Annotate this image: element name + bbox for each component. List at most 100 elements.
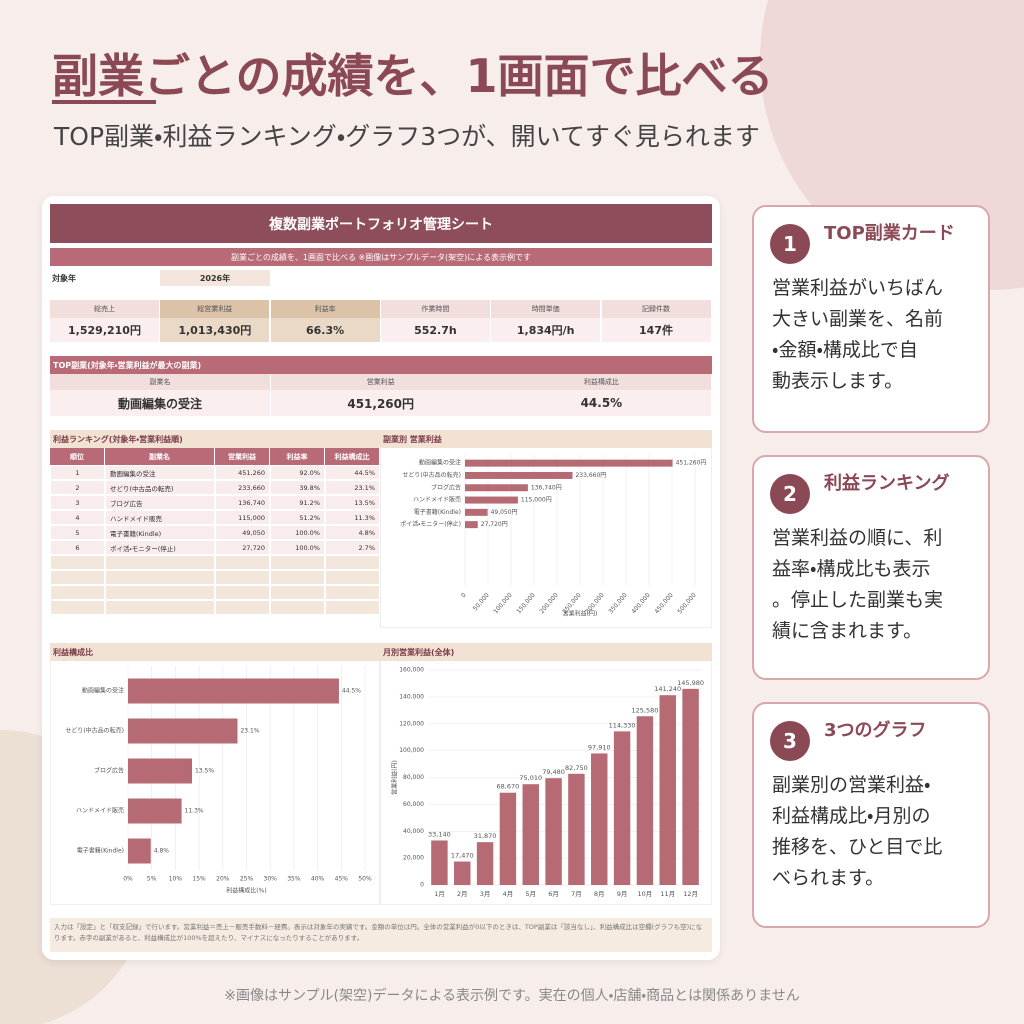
value-label: 17,470 <box>451 852 474 860</box>
ranking-empty-cell <box>325 570 380 585</box>
year-value: 2026年 <box>160 270 270 286</box>
y-tick-label: 60,000 <box>403 801 424 808</box>
kpi-value: 147件 <box>601 318 711 342</box>
ranking-empty-cell <box>105 600 215 615</box>
category-label: 電子書籍(Kindle) <box>77 847 124 855</box>
value-label: 4.8% <box>154 848 170 855</box>
card-body-line: ・金額・構成比で自 <box>772 339 918 361</box>
x-tick-label: 2月 <box>457 890 468 898</box>
bar <box>465 521 478 529</box>
x-tick-label: 45% <box>335 876 349 883</box>
kpi-label: 時間単価 <box>491 300 601 318</box>
value-label: 114,330 <box>609 721 636 729</box>
x-tick-label: 50% <box>358 876 372 883</box>
x-tick-label: 3月 <box>480 890 491 898</box>
bar <box>465 471 573 479</box>
card-body-line: 。停止した副業も実 <box>772 589 944 611</box>
ranking-cell: せどり(中古品の転売) <box>105 480 215 495</box>
ranking-empty-cell <box>105 585 215 600</box>
bar <box>431 840 448 885</box>
chart-title: 副業別 営業利益 <box>380 430 712 448</box>
x-tick-label: 9月 <box>617 890 628 898</box>
bar <box>465 459 673 467</box>
bar <box>499 792 517 885</box>
ranking-cell: 4.8% <box>325 525 380 540</box>
value-label: 68,670 <box>497 783 520 791</box>
ranking-cell: ポイ活・モニター(停止) <box>105 540 215 555</box>
ranking-title: 利益ランキング(対象年・営業利益順) <box>50 430 380 448</box>
kpi-value: 552.7h <box>380 318 490 342</box>
category-label: せどり(中古品の転売) <box>402 471 461 479</box>
ranking-cell: 動画編集の受注 <box>105 465 215 480</box>
ranking-cell: 3 <box>50 495 105 510</box>
top-header: 利益構成比 <box>491 374 712 390</box>
ranking-empty-cell <box>50 585 105 600</box>
ranking-cell: 23.1% <box>325 480 380 495</box>
value-label: 49,050円 <box>491 509 518 516</box>
category-label: 動画編集の受注 <box>419 459 461 467</box>
kpi-label: 総営業利益 <box>160 300 270 318</box>
ranking-cell: 2 <box>50 480 105 495</box>
category-label: ブログ広告 <box>94 767 124 775</box>
value-label: 233,660円 <box>575 472 606 479</box>
category-label: 電子書籍(Kindle) <box>414 508 461 516</box>
y-axis-title: 営業利益(円) <box>391 760 399 795</box>
ranking-empty-cell <box>270 600 325 615</box>
sheet-subtitle: 副業ごとの成績を、1画面で比べる ※画像はサンプルデータ(架空)による表示例です <box>50 248 712 266</box>
ranking-empty-cell <box>325 600 380 615</box>
kpi-label: 記録件数 <box>601 300 711 318</box>
x-tick-label: 350,000 <box>607 592 628 616</box>
ranking-cell: 100.0% <box>270 525 325 540</box>
y-tick-label: 160,000 <box>399 667 424 674</box>
top-title: TOP副業(対象年・営業利益が最大の副業) <box>50 356 712 374</box>
ranking-cell: 11.3% <box>325 510 380 525</box>
x-tick-label: 30% <box>264 876 278 883</box>
value-label: 75,010 <box>519 774 542 782</box>
category-label: ポイ活・モニター(停止) <box>400 520 461 528</box>
bar <box>522 784 539 885</box>
ranking-cell: 44.5% <box>325 465 380 480</box>
ranking-cell: 5 <box>50 525 105 540</box>
category-label: せどり(中古品の転売) <box>65 727 124 735</box>
category-label: ハンドメイド販売 <box>76 807 124 815</box>
value-label: 136,740円 <box>531 484 562 491</box>
value-label: 44.5% <box>342 688 361 695</box>
ranking-empty-cell <box>215 555 270 570</box>
card <box>752 205 990 433</box>
value-label: 31,870 <box>474 832 497 840</box>
sheet-title: 複数副業ポートフォリオ管理シート <box>50 204 712 243</box>
x-tick-label: 0% <box>123 876 133 883</box>
card-title: TOP副業カード <box>824 223 955 244</box>
ranking-cell: 136,740 <box>215 495 270 510</box>
value-label: 79,480 <box>542 768 565 776</box>
x-tick-label: 400,000 <box>630 592 651 616</box>
x-axis-title: 営業利益(円) <box>563 610 598 618</box>
x-tick-label: 1月 <box>434 890 445 898</box>
ranking-cell: 13.5% <box>325 495 380 510</box>
ranking-cell: ハンドメイド販売 <box>105 510 215 525</box>
bar <box>568 773 585 885</box>
value-label: 97,910 <box>588 743 611 751</box>
x-tick-label: 50,000 <box>472 592 491 613</box>
value-label: 13.5% <box>195 768 214 775</box>
bar <box>454 861 471 885</box>
ranking-empty-cell <box>50 600 105 615</box>
bar <box>128 798 182 824</box>
y-tick-label: 140,000 <box>399 693 424 700</box>
card-body-line: べられます。 <box>772 867 885 889</box>
card-number: 3 <box>770 721 810 761</box>
value-label: 11.3% <box>185 808 204 815</box>
ranking-empty-cell <box>270 555 325 570</box>
x-tick-label: 200,000 <box>538 592 559 616</box>
bar <box>128 718 238 744</box>
card-title: 利益ランキング <box>824 473 950 494</box>
x-tick-label: 15% <box>192 876 206 883</box>
ranking-cell: 4 <box>50 510 105 525</box>
ranking-cell: 92.0% <box>270 465 325 480</box>
y-tick-label: 20,000 <box>403 855 424 862</box>
bar <box>476 842 494 885</box>
x-tick-label: 10% <box>169 876 183 883</box>
ranking-empty-cell <box>105 555 215 570</box>
top-header: 営業利益 <box>270 374 491 390</box>
